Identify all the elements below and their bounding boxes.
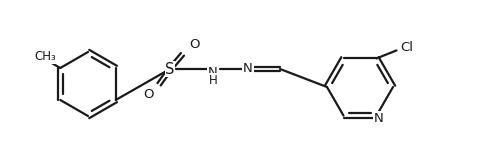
Text: O: O xyxy=(189,39,199,52)
Text: CH₃: CH₃ xyxy=(34,51,56,64)
Text: S: S xyxy=(165,62,175,76)
Text: H: H xyxy=(209,74,218,87)
Text: N: N xyxy=(374,112,383,125)
Text: Cl: Cl xyxy=(400,41,413,54)
Text: N: N xyxy=(243,63,253,75)
Text: N: N xyxy=(208,65,218,79)
Text: O: O xyxy=(143,87,153,100)
